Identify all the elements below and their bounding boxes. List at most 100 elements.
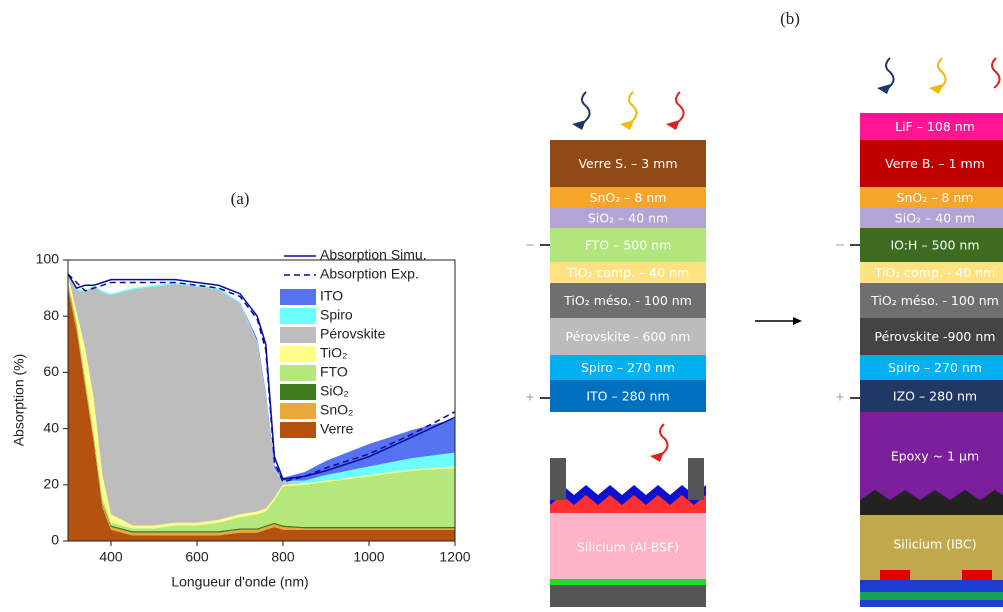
layer-label: Pérovskite - 600 nm — [566, 329, 691, 344]
area — [68, 274, 455, 484]
y-tick-label: 0 — [51, 532, 59, 548]
layer — [880, 570, 910, 580]
layer-label: TiO₂ comp. - 40 nm — [874, 265, 996, 280]
layer — [860, 592, 1003, 600]
layer-label: ITO – 280 nm — [586, 389, 669, 404]
layer — [550, 380, 706, 412]
x-tick-label: 1200 — [439, 549, 470, 565]
layer-label: TiO₂ méso. - 100 nm — [563, 293, 692, 308]
layer — [550, 458, 566, 500]
layer-label: SiO₂ – 40 nm — [895, 211, 975, 226]
layer — [860, 208, 1003, 228]
layer — [550, 283, 706, 318]
y-axis-label: Absorption (%) — [11, 354, 27, 447]
legend-swatch — [280, 289, 316, 305]
layer — [860, 355, 1003, 380]
polarity: + — [526, 389, 534, 405]
x-tick-label: 800 — [271, 549, 295, 565]
layer — [860, 380, 1003, 412]
layer-label: Silicium (Al-BSF) — [577, 540, 679, 555]
layer — [860, 262, 1003, 283]
area — [68, 281, 455, 532]
plot-area — [68, 273, 455, 541]
layer-label: SnO₂ – 8 nm — [590, 190, 667, 205]
layer — [962, 570, 992, 580]
texture — [860, 490, 1003, 520]
legend-swatch — [280, 346, 316, 362]
panel-label: (a) — [231, 189, 250, 208]
layer-label: Spiro – 270 nm — [581, 360, 675, 375]
layer — [550, 187, 706, 208]
legend-swatch — [280, 327, 316, 343]
diagram: Verre S. – 3 mm SnO₂ – 8 nm SiO₂ – 40 nm FT… — [526, 113, 1003, 607]
layer — [550, 318, 706, 355]
layer — [860, 187, 1003, 208]
layer-label: SnO₂ – 8 nm — [897, 190, 974, 205]
layer — [550, 585, 706, 607]
layer — [550, 228, 706, 262]
layer-label: FTO – 500 nm — [585, 238, 672, 253]
layer — [550, 355, 706, 380]
legend-label: SnO₂ — [320, 402, 353, 418]
legend-label: Verre — [320, 421, 354, 437]
area — [68, 275, 455, 526]
panel-label: (b) — [780, 9, 800, 28]
axes-frame — [67, 259, 456, 542]
x-tick-label: 600 — [185, 549, 209, 565]
layer — [550, 513, 706, 579]
layer — [550, 140, 706, 187]
legend-swatch — [280, 422, 316, 438]
y-tick-label: 60 — [43, 363, 59, 379]
x-tick-label: 400 — [99, 549, 123, 565]
line — [68, 273, 455, 483]
layer-label: Verre B. – 1 mm — [885, 156, 985, 171]
legend-swatch — [280, 384, 316, 400]
layer — [550, 208, 706, 228]
legend-label: ITO — [320, 288, 343, 304]
legend-swatch — [280, 365, 316, 381]
y-tick-label: 20 — [43, 476, 59, 492]
layer — [550, 579, 706, 585]
layer — [550, 262, 706, 283]
texture — [550, 495, 706, 515]
layer — [860, 113, 1003, 140]
layer-label: IO:H – 500 nm — [890, 238, 979, 253]
x-axis-label: Longueur d'onde (nm) — [171, 574, 308, 590]
polarity: + — [836, 389, 844, 405]
layer — [860, 283, 1003, 318]
area — [68, 275, 455, 529]
layer-label: SiO₂ – 40 nm — [588, 211, 668, 226]
y-tick-label: 40 — [43, 419, 59, 435]
layer — [860, 318, 1003, 355]
layer-label: TiO₂ méso. - 100 nm — [870, 293, 999, 308]
line — [68, 273, 455, 481]
layer — [860, 515, 1003, 580]
layer-label: Spiro – 270 nm — [888, 360, 982, 375]
legend-swatch — [280, 403, 316, 419]
layer-label: LiF – 108 nm — [895, 119, 975, 134]
polarity: – — [836, 236, 844, 252]
light-arrows — [572, 57, 1001, 462]
layer-label: Epoxy ~ 1 µm — [891, 449, 979, 464]
legend-label: Spiro — [320, 307, 353, 323]
y-tick-label: 80 — [43, 307, 59, 323]
layer-label: TiO₂ comp. – 40 nm — [566, 265, 689, 280]
layer-label: Verre S. – 3 mm — [578, 156, 677, 171]
legend-label: Absorption Simu. — [320, 247, 427, 263]
polarity: – — [526, 236, 534, 252]
axes: 400 600 800 1000 1200 0 20 40 60 80 100 Absorption … — [36, 247, 471, 565]
y-tick-label: 100 — [36, 251, 60, 267]
layer — [860, 228, 1003, 262]
layer-label: IZO – 280 nm — [893, 389, 977, 404]
layer — [860, 412, 1003, 500]
layer-label: Silicium (IBC) — [893, 537, 976, 552]
x-tick-label: 1000 — [353, 549, 384, 565]
legend-label: Absorption Exp. — [320, 266, 419, 282]
layer — [860, 140, 1003, 187]
layer-label: Pérovskite -900 nm — [875, 329, 996, 344]
layer — [688, 458, 704, 500]
legend-swatch — [280, 308, 316, 324]
legend-label: SiO₂ — [320, 383, 349, 399]
legend-label: FTO — [320, 364, 348, 380]
